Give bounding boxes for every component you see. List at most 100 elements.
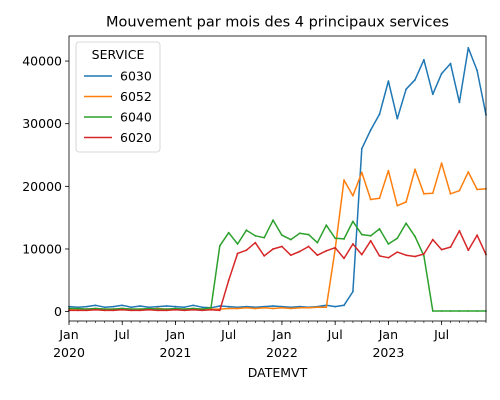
data-point	[236, 307, 239, 310]
data-point	[130, 306, 133, 309]
data-point	[174, 307, 177, 310]
data-point	[396, 251, 399, 253]
data-point	[289, 238, 292, 241]
data-point	[422, 253, 425, 255]
data-point	[458, 189, 461, 192]
data-point	[156, 305, 159, 308]
data-point	[281, 234, 283, 237]
data-point	[467, 47, 470, 49]
data-point	[263, 236, 266, 239]
data-point	[85, 305, 88, 308]
data-point	[139, 308, 141, 310]
data-point	[387, 243, 390, 245]
series-6040	[68, 219, 487, 312]
legend-label-6040: 6040	[120, 110, 152, 125]
data-point	[431, 310, 434, 312]
x-tick-label: Jan	[58, 327, 78, 342]
data-point	[352, 220, 354, 223]
data-point	[76, 307, 79, 310]
data-point	[476, 234, 479, 237]
x-tick-label: Jul	[220, 327, 236, 342]
data-point	[201, 308, 203, 310]
data-point	[130, 309, 133, 312]
data-point	[281, 245, 283, 248]
x-tick-year-label: 2021	[160, 345, 192, 360]
data-point	[334, 237, 337, 240]
x-axis-label: DATEMVT	[248, 365, 308, 380]
data-point	[147, 307, 150, 310]
data-point	[121, 304, 124, 307]
x-tick-label: Jul	[433, 327, 449, 342]
data-point	[94, 304, 97, 307]
data-point	[245, 305, 248, 308]
data-point	[281, 305, 283, 308]
legend-box	[75, 41, 161, 153]
data-point	[103, 306, 106, 309]
series-line-6030	[68, 47, 487, 309]
data-point	[334, 305, 337, 308]
data-point	[352, 290, 354, 293]
data-point	[112, 305, 115, 308]
data-point	[103, 308, 106, 310]
data-point	[298, 306, 301, 309]
data-point	[139, 309, 141, 312]
x-tick-label: Jul	[327, 327, 343, 342]
x-tick-label: Jan	[378, 327, 398, 342]
data-point	[422, 58, 425, 61]
data-point	[431, 238, 434, 241]
data-point	[414, 255, 416, 258]
legend-label-6052: 6052	[120, 89, 152, 104]
data-point	[227, 307, 230, 310]
data-point	[360, 147, 363, 150]
series-line-6040	[69, 219, 486, 312]
legend-entries: 6030 6052 6040 6020	[84, 69, 152, 145]
data-point	[467, 310, 470, 312]
data-point	[396, 237, 399, 240]
data-point	[236, 306, 239, 309]
data-point	[263, 306, 266, 309]
data-point	[272, 307, 274, 310]
y-tick-marks: 0 10000 20000 30000 40000	[22, 54, 69, 319]
data-point	[476, 69, 479, 72]
data-point	[289, 306, 292, 309]
data-point	[254, 241, 257, 244]
data-point	[396, 204, 399, 207]
data-point	[369, 129, 372, 131]
data-point	[414, 78, 416, 81]
data-point	[467, 171, 470, 173]
data-point	[192, 307, 195, 310]
data-point	[369, 234, 372, 237]
data-point	[218, 309, 221, 312]
data-point	[227, 305, 230, 308]
data-point	[94, 308, 97, 311]
data-point	[139, 305, 141, 307]
data-point	[85, 309, 88, 312]
series-6030	[68, 47, 487, 309]
data-point	[218, 244, 221, 247]
data-point	[183, 309, 186, 312]
data-point	[121, 307, 124, 310]
data-point	[352, 194, 354, 197]
x-tick-label: Jan	[165, 327, 185, 342]
data-point	[476, 310, 479, 312]
data-point	[316, 241, 319, 244]
data-point	[174, 305, 177, 308]
series-line-6052	[69, 162, 487, 310]
x-tick-year-label: 2022	[266, 345, 298, 360]
data-point	[343, 238, 345, 240]
x-tick-marks: Jan 2020 Jul Jan 2021 Jul Jan 2022 Jul Jan 2023 Jul	[53, 321, 487, 360]
data-point	[405, 88, 408, 91]
data-point	[440, 310, 443, 312]
data-point	[254, 307, 257, 310]
data-point	[183, 306, 186, 309]
data-point	[334, 246, 337, 249]
data-point	[405, 222, 408, 225]
data-point	[414, 168, 416, 171]
data-point	[245, 306, 248, 309]
y-tick-label: 40000	[22, 54, 62, 69]
data-point	[76, 309, 79, 312]
data-point	[281, 306, 283, 309]
data-point	[227, 279, 230, 282]
data-point	[352, 243, 354, 245]
